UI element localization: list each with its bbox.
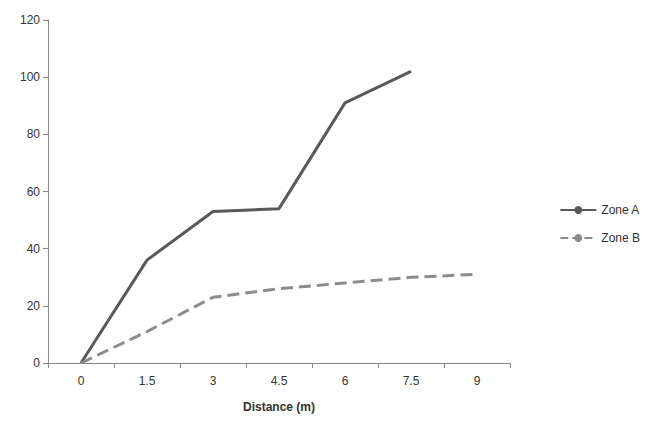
svg-text:6: 6 (342, 374, 349, 388)
svg-text:Distance (m): Distance (m) (243, 400, 315, 414)
svg-text:1.5: 1.5 (139, 374, 156, 388)
svg-text:0: 0 (33, 356, 40, 370)
svg-text:80: 80 (27, 127, 41, 141)
svg-text:60: 60 (27, 185, 41, 199)
svg-text:3: 3 (210, 374, 217, 388)
svg-text:0: 0 (78, 374, 85, 388)
svg-text:120: 120 (20, 13, 40, 27)
svg-text:Zone B: Zone B (601, 231, 640, 245)
svg-text:20: 20 (27, 299, 41, 313)
svg-text:7.5: 7.5 (403, 374, 420, 388)
svg-text:9: 9 (474, 374, 481, 388)
svg-text:Zone A: Zone A (601, 203, 639, 217)
svg-text:4.5: 4.5 (271, 374, 288, 388)
svg-text:40: 40 (27, 242, 41, 256)
svg-text:100: 100 (20, 70, 40, 84)
